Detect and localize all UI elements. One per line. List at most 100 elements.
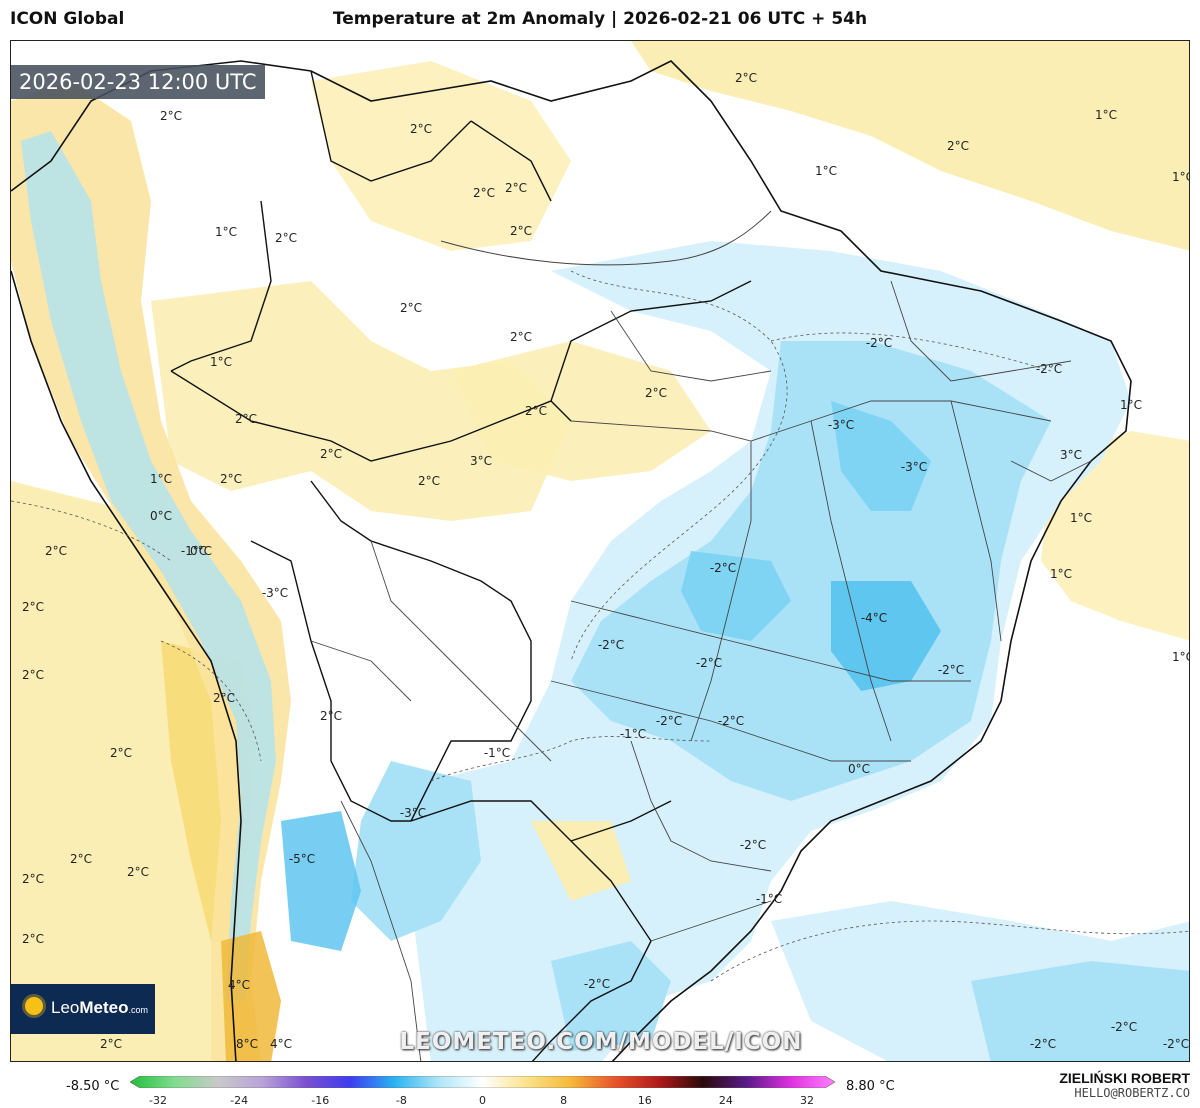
contour-label: 1°C bbox=[1171, 170, 1189, 184]
contour-label: 4°C bbox=[227, 978, 251, 992]
cold-region-south-argentina bbox=[351, 761, 481, 941]
contour-label: 3°C bbox=[469, 454, 493, 468]
colorbar-tick: -8 bbox=[395, 1094, 407, 1107]
legend-max-label: 8.80 °C bbox=[846, 1079, 895, 1094]
contour-label: 2°C bbox=[21, 668, 45, 682]
contour-label: 1°C bbox=[1171, 650, 1189, 664]
warm-region-amazon-west bbox=[151, 281, 571, 521]
leometeo-logo[interactable]: LeoMeteo.com bbox=[11, 984, 155, 1034]
contour-label: 2°C bbox=[126, 865, 150, 879]
country-borders bbox=[170, 70, 752, 1061]
andes-cold-streak bbox=[21, 131, 276, 1001]
contour-label: 2°C bbox=[417, 474, 441, 488]
contour-label: -2°C bbox=[1029, 1037, 1057, 1051]
cold-region-goias bbox=[681, 551, 791, 641]
author-name: ZIELIŃSKI ROBERT bbox=[1059, 1070, 1190, 1086]
contour-label: 2°C bbox=[219, 472, 243, 486]
andes-deep-cold bbox=[281, 811, 361, 951]
contour-label: -1°C bbox=[619, 727, 647, 741]
warm-region-amazon-north bbox=[311, 61, 571, 251]
contour-label: -2°C bbox=[1035, 362, 1063, 376]
contour-label: 2°C bbox=[109, 746, 133, 760]
colorbar-tick: -24 bbox=[230, 1094, 249, 1107]
anomaly-map[interactable]: 2°C 2°C 2°C 1°C 2°C 1°C 2°C 1°C 1°C 2°C 2°C 2°C 2°C 1… bbox=[10, 40, 1190, 1062]
contour-label: 2°C bbox=[509, 330, 533, 344]
cold-region-rio-grande bbox=[551, 941, 671, 1051]
colorbar-gradient bbox=[130, 1076, 835, 1088]
contour-label: -1°C bbox=[180, 544, 208, 558]
colorbar-tick: 8 bbox=[560, 1094, 568, 1107]
contour-label: 2°C bbox=[21, 932, 45, 946]
contour-label: -1°C bbox=[755, 892, 783, 906]
model-name: ICON Global bbox=[10, 9, 125, 29]
contour-label: 0°C bbox=[189, 544, 213, 558]
contour-label: 2°C bbox=[44, 544, 68, 558]
contour-label: 2°C bbox=[734, 71, 758, 85]
colorbar-tick: -16 bbox=[311, 1094, 330, 1107]
contour-label: -2°C bbox=[865, 336, 893, 350]
contour-label: 2°C bbox=[21, 872, 45, 886]
contour-label: 1°C bbox=[1049, 567, 1073, 581]
contour-label: 2°C bbox=[159, 109, 183, 123]
contour-label: 1°C bbox=[214, 225, 238, 239]
warm-region-central-north bbox=[451, 341, 711, 481]
amazon-river bbox=[440, 210, 772, 266]
contour-label: 2°C bbox=[274, 231, 298, 245]
contour-label: 2°C bbox=[319, 709, 343, 723]
legend-min-label: -8.50 °C bbox=[66, 1079, 120, 1094]
contour-label: -5°C bbox=[288, 852, 316, 866]
warm-region-north-atlantic bbox=[631, 41, 1189, 251]
cold-region-south-atlantic-deep bbox=[971, 961, 1189, 1061]
contour-label: 2°C bbox=[644, 386, 668, 400]
colorbar-tick: 0 bbox=[479, 1094, 486, 1107]
contour-label: 2°C bbox=[99, 1037, 123, 1051]
contour-label: -2°C bbox=[695, 656, 723, 670]
contour-label: 1°C bbox=[1094, 108, 1118, 122]
contour-label: 2°C bbox=[524, 404, 548, 418]
andes-deep-warm bbox=[221, 931, 281, 1061]
contour-label: -2°C bbox=[583, 977, 611, 991]
contour-label: 1°C bbox=[1069, 511, 1093, 525]
contour-label: -4°C bbox=[860, 611, 888, 625]
contour-label: -2°C bbox=[739, 838, 767, 852]
contour-label: 2°C bbox=[946, 139, 970, 153]
header: ICON Global Temperature at 2m Anomaly | … bbox=[0, 0, 1200, 40]
contour-label: -2°C bbox=[655, 714, 683, 728]
colorbar-tick: -32 bbox=[149, 1094, 167, 1107]
author-block: ZIELIŃSKI ROBERT HELLO@ROBERTZ.CO bbox=[1059, 1070, 1190, 1100]
contour-label: 1°C bbox=[814, 164, 838, 178]
contour-label: -3°C bbox=[827, 418, 855, 432]
cold-region-brazil-mid bbox=[571, 341, 1051, 801]
contour-label: 4°C bbox=[269, 1037, 293, 1051]
contour-label: 3°C bbox=[1059, 448, 1083, 462]
contour-label: 2°C bbox=[504, 181, 528, 195]
contour-label: 2°C bbox=[212, 691, 236, 705]
contour-label: 2°C bbox=[409, 122, 433, 136]
sun-icon bbox=[25, 997, 43, 1015]
watermark-url[interactable]: LEOMETEO.COM/MODEL/ICON bbox=[399, 1029, 803, 1055]
contour-label: 1°C bbox=[209, 355, 233, 369]
colorbar-tick: 16 bbox=[637, 1094, 652, 1107]
contour-label: -2°C bbox=[1110, 1020, 1138, 1034]
valid-time-badge: 2026-02-23 12:00 UTC bbox=[11, 65, 265, 99]
colorbar-tick: 32 bbox=[800, 1094, 814, 1107]
author-email[interactable]: HELLO@ROBERTZ.CO bbox=[1074, 1086, 1190, 1100]
cold-region-brazil-core bbox=[831, 401, 931, 511]
contour-label: 2°C bbox=[234, 412, 258, 426]
contour-label: 2°C bbox=[319, 447, 343, 461]
contour-label: -3°C bbox=[900, 460, 928, 474]
contour-label: 2°C bbox=[472, 186, 496, 200]
coastline bbox=[11, 60, 1132, 1061]
contour-label: 8°C bbox=[235, 1037, 259, 1051]
map-canvas bbox=[11, 41, 1189, 1061]
dashed-contours bbox=[11, 270, 1189, 982]
contour-label: 2°C bbox=[509, 224, 533, 238]
contour-label: 2°C bbox=[69, 852, 93, 866]
state-borders bbox=[310, 280, 1092, 1061]
contour-label: -2°C bbox=[1162, 1037, 1190, 1051]
contour-label: 0°C bbox=[847, 762, 871, 776]
contour-label: 2°C bbox=[399, 301, 423, 315]
contour-label: -3°C bbox=[261, 586, 289, 600]
contour-label: -2°C bbox=[717, 714, 745, 728]
colorbar-tick: 24 bbox=[718, 1094, 733, 1107]
